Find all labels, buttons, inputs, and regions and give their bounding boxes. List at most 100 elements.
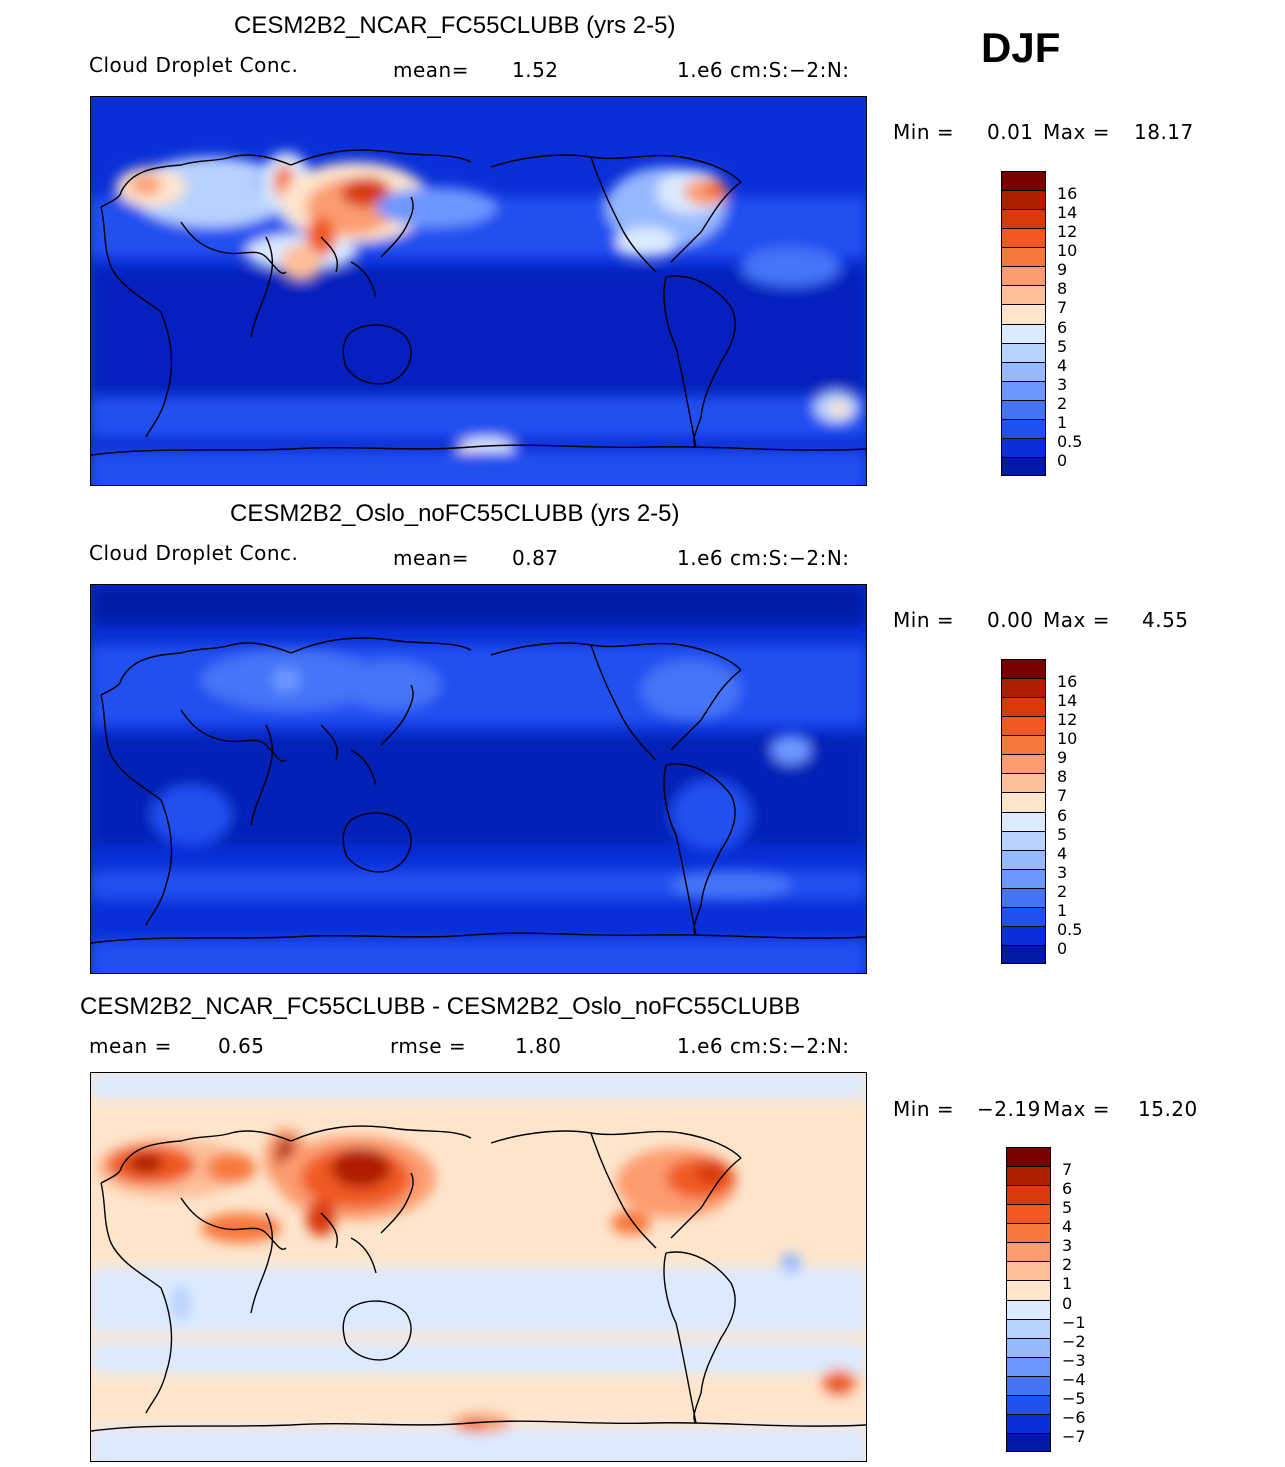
- colorbar-cell: [1001, 209, 1046, 229]
- colorbar-tick-label: 0: [1057, 938, 1068, 958]
- colorbar-tick-label: 9: [1057, 748, 1068, 768]
- panel2-max-value: 4.55: [1142, 608, 1189, 632]
- panel3-max-label: Max =: [1043, 1097, 1110, 1121]
- panel3-title: CESM2B2_NCAR_FC55CLUBB - CESM2B2_Oslo_no…: [80, 993, 801, 1020]
- panel2-max-label: Max =: [1043, 608, 1110, 632]
- colorbar-cell: [1001, 735, 1046, 755]
- colorbar-tick-label: 6: [1062, 1179, 1073, 1199]
- colorbar-cell: [1001, 906, 1046, 926]
- colorbar-cell: [1001, 266, 1046, 286]
- panel3-min-value: −2.19: [977, 1097, 1041, 1121]
- colorbar-cell: [1001, 437, 1046, 457]
- colorbar-tick-label: 8: [1057, 279, 1068, 299]
- colorbar-tick-label: 12: [1057, 222, 1078, 242]
- colorbar-cell: [1001, 361, 1046, 381]
- panel3-rmse-value: 1.80: [515, 1034, 562, 1058]
- colorbar-tick-label: 1: [1057, 900, 1068, 920]
- panel1-title: CESM2B2_NCAR_FC55CLUBB (yrs 2-5): [234, 12, 676, 39]
- panel1-max-value: 18.17: [1134, 120, 1194, 144]
- colorbar-tick-label: 3: [1062, 1236, 1073, 1256]
- colorbar-frame: [1006, 1147, 1051, 1452]
- colorbar-tick-label: 0: [1057, 450, 1068, 470]
- colorbar-cell: [1001, 792, 1046, 812]
- colorbar-tick-label: −6: [1062, 1407, 1086, 1427]
- colorbar-cell: [1006, 1299, 1051, 1319]
- colorbar-tick-label: 7: [1062, 1160, 1073, 1180]
- colorbar-cell: [1001, 868, 1046, 888]
- colorbar-tick-label: 10: [1057, 729, 1078, 749]
- colorbar-tick-label: 4: [1057, 843, 1068, 863]
- colorbar-cell: [1001, 830, 1046, 850]
- season-label: DJF: [981, 24, 1061, 71]
- colorbar-tick-label: 10: [1057, 241, 1078, 261]
- panel1-field: [91, 152, 866, 485]
- colorbar-cell: [1006, 1204, 1051, 1224]
- colorbar-cell: [1001, 228, 1046, 248]
- colorbar-cell: [1001, 678, 1046, 698]
- colorbar-tick-label: 1: [1062, 1274, 1073, 1294]
- colorbar-cell: [1001, 811, 1046, 831]
- colorbar-tick-label: −7: [1062, 1426, 1086, 1446]
- colorbar-cell: [1006, 1280, 1051, 1300]
- panel2-field: [91, 585, 866, 973]
- colorbar-cell: [1001, 285, 1046, 305]
- colorbar-cell: [1001, 456, 1046, 476]
- panel1-coastlines: [91, 149, 866, 456]
- panel2-mean-label: mean=: [393, 546, 469, 570]
- colorbar-tick-label: 6: [1057, 805, 1068, 825]
- colorbar-cell: [1006, 1242, 1051, 1262]
- colorbar-cell: [1001, 418, 1046, 438]
- panel3-mean-label: mean =: [89, 1034, 172, 1058]
- colorbar-tick-label: 14: [1057, 203, 1078, 223]
- colorbar-cell: [1001, 304, 1046, 324]
- panel3-min-label: Min =: [893, 1097, 955, 1121]
- colorbar-cell: [1006, 1318, 1051, 1338]
- colorbar-tick-label: 0.5: [1057, 919, 1083, 939]
- colorbar-tick-label: 3: [1057, 862, 1068, 882]
- panel3-max-value: 15.20: [1138, 1097, 1198, 1121]
- colorbar-tick-label: 16: [1057, 184, 1078, 204]
- panel1-map: [90, 96, 867, 486]
- panel1-mean-value: 1.52: [512, 58, 559, 82]
- colorbar-cell: [1001, 887, 1046, 907]
- colorbar-cell: [1001, 190, 1046, 210]
- colorbar-cell: [1001, 773, 1046, 793]
- colorbar-cell: [1001, 380, 1046, 400]
- colorbar-tick-label: −5: [1062, 1388, 1086, 1408]
- colorbar-tick-label: 4: [1057, 355, 1068, 375]
- colorbar-tick-label: −1: [1062, 1312, 1086, 1332]
- colorbar-tick-label: 5: [1057, 824, 1068, 844]
- panel1-colorbar: 16 14 12 10 9 8 7 6 5 4 3 2 1 0.5 0: [1001, 171, 1121, 476]
- colorbar-tick-label: 5: [1062, 1198, 1073, 1218]
- panel1-variable: Cloud Droplet Conc.: [89, 53, 299, 77]
- colorbar-cell: [1006, 1375, 1051, 1395]
- panel1-units: 1.e6 cm:S:−2:N:: [677, 58, 850, 82]
- colorbar-cell: [1006, 1413, 1051, 1433]
- colorbar-cell: [1006, 1356, 1051, 1376]
- colorbar-cell: [1001, 944, 1046, 964]
- colorbar-tick-label: 5: [1057, 336, 1068, 356]
- colorbar-frame: [1001, 171, 1046, 476]
- colorbar-tick-label: 7: [1057, 298, 1068, 318]
- panel2-min-value: 0.00: [987, 608, 1034, 632]
- panel2-min-label: Min =: [893, 608, 955, 632]
- panel2-coastlines: [91, 637, 866, 944]
- colorbar-cell: [1001, 247, 1046, 267]
- colorbar-tick-label: −3: [1062, 1350, 1086, 1370]
- colorbar-tick-label: 4: [1062, 1217, 1073, 1237]
- colorbar-cell: [1001, 716, 1046, 736]
- colorbar-cell: [1006, 1166, 1051, 1186]
- colorbar-cell: [1006, 1261, 1051, 1281]
- colorbar-cell: [1001, 849, 1046, 869]
- colorbar-tick-label: 16: [1057, 672, 1078, 692]
- panel3-units: 1.e6 cm:S:−2:N:: [677, 1034, 850, 1058]
- colorbar-cell: [1001, 925, 1046, 945]
- colorbar-tick-label: 2: [1057, 393, 1068, 413]
- colorbar-cell: [1001, 754, 1046, 774]
- colorbar-tick-label: 0: [1062, 1293, 1073, 1313]
- panel2-title: CESM2B2_Oslo_noFC55CLUBB (yrs 2-5): [230, 500, 680, 527]
- colorbar-cell: [1006, 1223, 1051, 1243]
- colorbar-tick-label: 8: [1057, 767, 1068, 787]
- colorbar-tick-label: 1: [1057, 412, 1068, 432]
- panel2-colorbar: 16 14 12 10 9 8 7 6 5 4 3 2 1 0.5 0: [1001, 659, 1121, 964]
